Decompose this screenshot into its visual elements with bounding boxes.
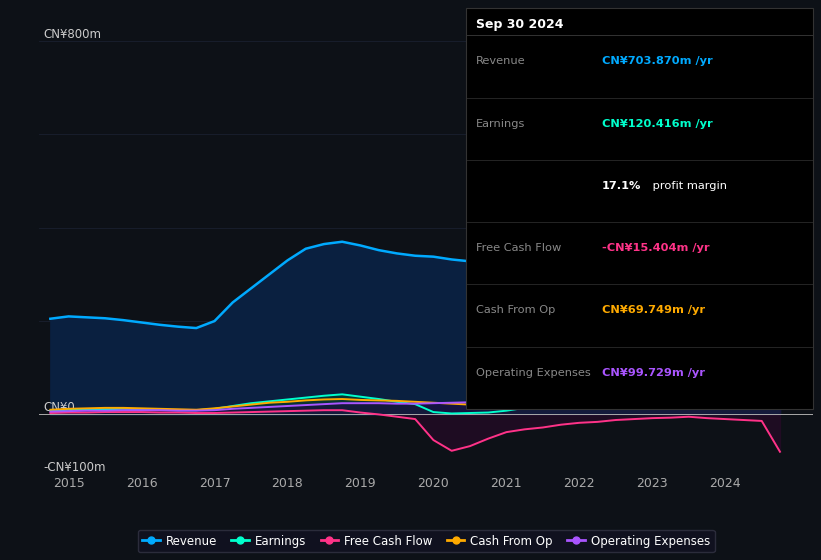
Text: CN¥69.749m /yr: CN¥69.749m /yr: [602, 305, 705, 315]
Text: 17.1%: 17.1%: [602, 181, 641, 191]
Text: Sep 30 2024: Sep 30 2024: [476, 18, 564, 31]
Text: CN¥703.870m /yr: CN¥703.870m /yr: [602, 57, 713, 67]
Text: CN¥800m: CN¥800m: [44, 28, 101, 41]
Text: Cash From Op: Cash From Op: [476, 305, 556, 315]
Text: CN¥99.729m /yr: CN¥99.729m /yr: [602, 368, 704, 377]
Text: profit margin: profit margin: [649, 181, 727, 191]
Text: CN¥0: CN¥0: [44, 402, 75, 414]
Text: Earnings: Earnings: [476, 119, 525, 129]
Legend: Revenue, Earnings, Free Cash Flow, Cash From Op, Operating Expenses: Revenue, Earnings, Free Cash Flow, Cash …: [138, 530, 714, 552]
Text: Operating Expenses: Operating Expenses: [476, 368, 591, 377]
Text: Free Cash Flow: Free Cash Flow: [476, 243, 562, 253]
Text: -CN¥15.404m /yr: -CN¥15.404m /yr: [602, 243, 709, 253]
Text: -CN¥100m: -CN¥100m: [44, 461, 106, 474]
Text: Revenue: Revenue: [476, 57, 525, 67]
Text: CN¥120.416m /yr: CN¥120.416m /yr: [602, 119, 713, 129]
